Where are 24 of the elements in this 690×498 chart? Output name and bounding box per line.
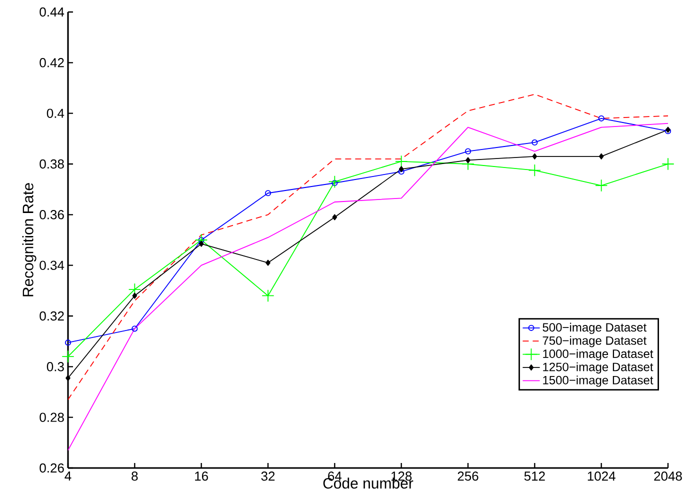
x-tick-label: 32: [261, 472, 275, 481]
y-tick-label: 0.44: [40, 7, 64, 17]
y-axis-title: Recognition Rate: [22, 183, 36, 296]
y-tick-label: 0.42: [40, 58, 64, 68]
y-tick-label: 0.34: [40, 260, 64, 270]
y-tick-label: 0.36: [40, 210, 64, 220]
x-tick-label: 4: [64, 472, 72, 480]
y-tick-label: 0.38: [40, 159, 64, 169]
legend-label: 1000−image Dataset: [543, 349, 654, 360]
y-tick-label: 0.4: [46, 108, 64, 118]
x-tick-label: 256: [458, 472, 478, 481]
x-tick-label: 1024: [588, 472, 616, 481]
x-tick-label: 2048: [654, 472, 682, 481]
legend-label: 750−image Dataset: [542, 336, 647, 348]
y-tick-label: 0.32: [40, 311, 64, 321]
legend-label: 500−image Dataset: [542, 322, 647, 334]
x-tick-label: 8: [132, 472, 138, 481]
y-tick-label: 0.26: [40, 463, 64, 473]
y-tick-label: 0.3: [46, 362, 64, 372]
x-tick-label: 16: [195, 472, 208, 481]
x-tick-label: 512: [524, 472, 545, 481]
y-tick-label: 0.28: [40, 412, 64, 422]
legend-label: 1500−image Dataset: [543, 376, 654, 387]
legend-label: 1250−image Dataset: [543, 362, 654, 374]
